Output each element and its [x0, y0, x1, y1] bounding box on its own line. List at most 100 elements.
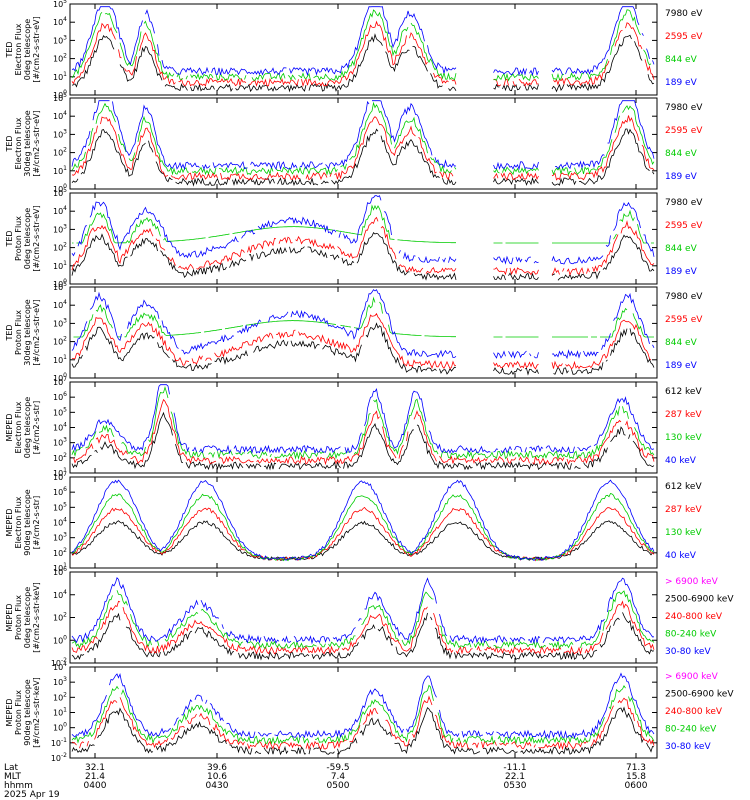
x-axis-annotation: Lat 32.1 39.6 -59.5 -11.1 71.3 MLT 21.4 10.6 7.4 2… [4, 763, 648, 800]
y-tick-label: 105 [53, 406, 67, 417]
series-trace [71, 385, 655, 460]
series-trace [71, 115, 655, 181]
y-tick-label: 107 [53, 471, 67, 482]
panel-frame [69, 97, 658, 190]
legend-entry: 2595 eV [665, 32, 703, 42]
x-row-value: 21.4 [85, 772, 105, 782]
y-tick-label: 101 [53, 354, 67, 365]
panel-frame [69, 286, 658, 379]
x-row-label: MLT [4, 772, 22, 782]
legend-entry: 844 eV [665, 338, 698, 348]
x-row-value: 0530 [504, 781, 527, 791]
y-tick-label: 106 [53, 391, 67, 402]
panel-2: 100 101 102 103 104 105 TEDElectron Flux30deg … [5, 92, 703, 194]
legend-entry: 2500-6900 keV [665, 690, 734, 700]
y-tick-label: 102 [53, 691, 67, 702]
y-tick-label: 104 [53, 16, 67, 27]
legend-entry: 612 keV [665, 482, 702, 492]
y-axis-label: MEPEDProton Flux90deg telescope[#/cm2-s-… [5, 677, 41, 748]
legend-entry: 844 eV [665, 149, 698, 159]
x-row-value: 7.4 [331, 772, 346, 782]
series-trace [71, 493, 655, 562]
x-row-value: 22.1 [505, 772, 525, 782]
legend-entry: 130 keV [665, 528, 702, 538]
series-trace [71, 672, 655, 740]
y-tick-label: 101 [53, 562, 67, 573]
y-tick-label: 102 [53, 53, 67, 64]
y-tick-label: 100 [53, 634, 67, 645]
series-trace [71, 195, 655, 265]
y-tick-label: 101 [53, 707, 67, 718]
legend-entry: 130 keV [665, 433, 702, 443]
legend-entry: > 6900 keV [665, 577, 719, 587]
y-tick-label: 103 [53, 532, 67, 543]
x-row-value: 71.3 [626, 763, 646, 773]
series-trace [73, 398, 655, 466]
legend-entry: 189 eV [665, 361, 698, 371]
panel-1: 100 101 102 103 104 105 TEDElectron Flux0deg t… [5, 0, 703, 100]
legend-entry: 7980 eV [665, 9, 703, 19]
x-row-value: -11.1 [503, 763, 526, 773]
panel-8: 10-2 10-1 100 101 102 103 104 MEPEDProton Flux9… [5, 661, 734, 763]
panel-frame [69, 3, 658, 96]
y-tick-label: 104 [53, 299, 67, 310]
legend-entry: 287 keV [665, 410, 702, 420]
x-row-value: 0430 [206, 781, 229, 791]
series-trace [71, 216, 655, 276]
y-tick-label: 104 [53, 589, 67, 600]
series-trace [71, 520, 655, 562]
series-trace [71, 33, 655, 93]
y-tick-label: 101 [53, 260, 67, 271]
y-tick-label: 102 [53, 242, 67, 253]
x-row-value: 10.6 [207, 772, 227, 782]
legend-entry: 30-80 keV [665, 647, 711, 657]
legend-entry: 2595 eV [665, 126, 703, 136]
y-tick-label: 102 [53, 612, 67, 623]
x-row-value: -59.5 [326, 763, 349, 773]
series-trace [71, 411, 655, 471]
legend-entry: 189 eV [665, 172, 698, 182]
x-row-label: hhmm [4, 781, 33, 791]
legend-entry: 7980 eV [665, 103, 703, 113]
y-tick-label: 101 [53, 71, 67, 82]
series-trace [71, 100, 655, 171]
legend-entry: > 6900 keV [665, 672, 719, 682]
x-row-value: 0500 [327, 781, 350, 791]
legend-entry: 287 keV [665, 505, 702, 515]
y-tick-label: 105 [53, 92, 67, 103]
y-axis-label: TEDProton Flux0deg telescope[#/cm2-s-str… [5, 205, 41, 271]
legend-entry: 612 keV [665, 387, 702, 397]
y-axis-label: TEDElectron Flux0deg telescope[#/cm2-s-s… [5, 16, 41, 82]
series-trace [71, 706, 655, 756]
y-axis-label: MEPEDElectron Flux0deg telescope[#/cm2-s… [5, 397, 41, 458]
y-tick-label: 103 [53, 223, 67, 234]
y-tick-label: 10-1 [51, 737, 67, 748]
legend-entry: 40 keV [665, 456, 697, 466]
y-tick-label: 102 [53, 547, 67, 558]
panel-6: 101 102 103 104 105 106 107 MEPEDElectron Flux9… [5, 471, 702, 573]
series-trace [71, 577, 655, 645]
y-tick-label: 104 [53, 205, 67, 216]
legend-entry: 189 eV [665, 78, 698, 88]
y-tick-label: 101 [53, 467, 67, 478]
y-axis-label: TEDElectron Flux30deg telescope[#/cm2-s-… [5, 110, 41, 177]
y-tick-label: 107 [53, 376, 67, 387]
legend-entry: 844 eV [665, 244, 698, 254]
y-tick-label: 100 [53, 89, 67, 100]
y-tick-label: 106 [53, 566, 67, 577]
x-row-label: Lat [4, 763, 19, 773]
series-trace [71, 600, 655, 655]
y-tick-label: 100 [53, 372, 67, 383]
y-tick-label: 105 [53, 0, 67, 9]
y-tick-label: 10-2 [51, 657, 67, 668]
y-tick-label: 102 [53, 336, 67, 347]
date-label: 2025 Apr 19 [4, 790, 60, 800]
y-axis-label: TEDProton Flux30deg telescope[#/cm2-s-st… [5, 299, 41, 366]
y-tick-label: 100 [53, 183, 67, 194]
series-trace [71, 695, 655, 751]
legend-entry: 80-240 keV [665, 725, 717, 735]
legend-entry: 7980 eV [665, 292, 703, 302]
y-tick-label: 104 [53, 517, 67, 528]
y-tick-label: 105 [53, 187, 67, 198]
